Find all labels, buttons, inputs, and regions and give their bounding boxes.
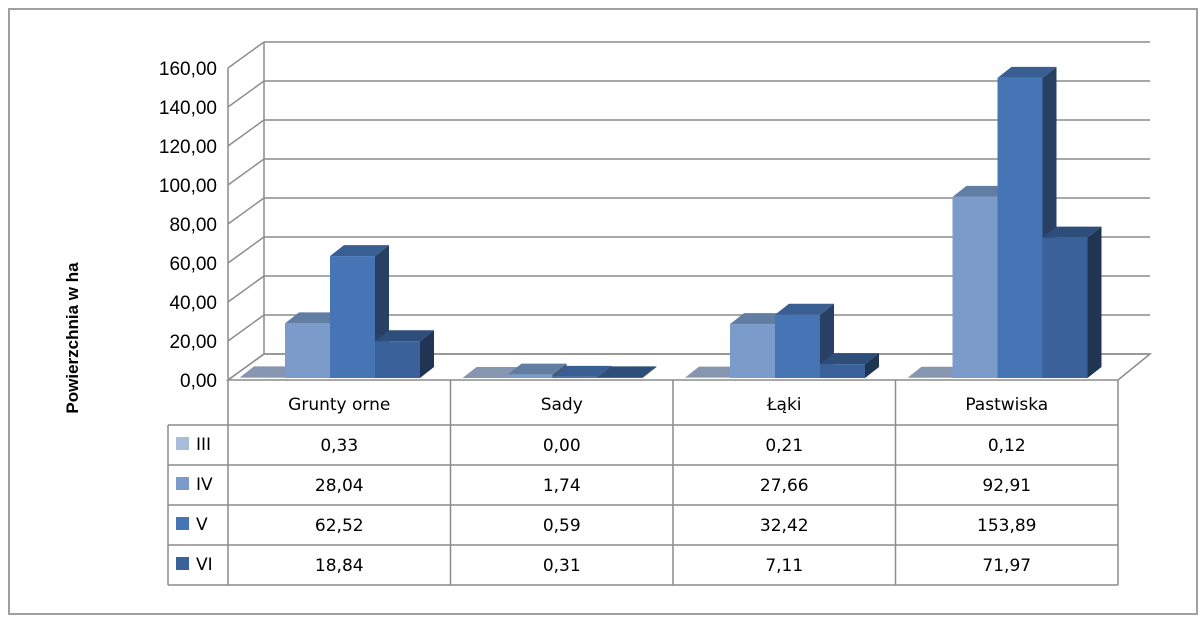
data-table: Grunty orne Sady Łąki Pastwiska III 0,33 0,00 0… — [167, 380, 1119, 586]
gridline-side — [227, 275, 265, 303]
y-tick-label: 80,00 — [169, 215, 217, 236]
gridline-side — [227, 80, 265, 108]
bar-front — [730, 324, 775, 378]
data-label: 0,59 — [543, 516, 581, 536]
gridline-side — [227, 314, 265, 342]
y-tick-label: 0,00 — [180, 371, 217, 392]
bar — [330, 245, 389, 378]
legend-swatch — [176, 437, 189, 450]
y-tick-label: 140,00 — [159, 98, 217, 119]
data-label: 7,11 — [765, 556, 803, 576]
bar — [375, 330, 434, 378]
bar-front — [240, 377, 285, 378]
legend-label: IV — [196, 475, 213, 495]
bar-side — [642, 366, 657, 378]
category-label: Pastwiska — [965, 395, 1048, 415]
legend-swatch — [176, 477, 189, 490]
bar-side — [865, 353, 879, 378]
bar-front — [285, 323, 330, 378]
gridline-side — [227, 158, 265, 186]
bar-front — [952, 196, 998, 378]
axis-layer: 0,00 20,00 40,00 60,00 80,00 100,00 120,00 140,… — [159, 59, 217, 392]
data-label: 18,84 — [315, 556, 364, 576]
data-label: 71,97 — [982, 556, 1031, 576]
bar-top — [552, 365, 612, 377]
data-label: 92,91 — [982, 476, 1031, 496]
bar-top — [907, 366, 967, 378]
gridline-side — [227, 41, 265, 69]
bar-front — [997, 77, 1043, 379]
bar-top — [685, 366, 744, 378]
bar-front — [375, 341, 420, 378]
gridline-side — [227, 197, 265, 225]
bar-front — [775, 314, 820, 378]
bar-top — [462, 367, 522, 378]
bar-top — [775, 303, 834, 315]
floor — [225, 353, 1153, 381]
gridline-side — [227, 236, 265, 264]
legend-swatch — [176, 517, 189, 530]
bar-side — [420, 330, 434, 378]
bar — [1042, 226, 1102, 378]
legend-swatch — [176, 557, 189, 570]
bars-layer — [240, 66, 1102, 379]
y-axis-label: Powierzchnia w ha — [63, 262, 82, 414]
data-label: 0,31 — [543, 556, 581, 576]
bar-top — [285, 312, 344, 324]
data-label: 0,21 — [765, 436, 803, 456]
bar-front — [507, 374, 553, 378]
bar-top — [597, 366, 657, 378]
y-tick-label: 100,00 — [159, 176, 217, 197]
bar-top — [997, 66, 1057, 78]
data-label: 0,12 — [988, 436, 1026, 456]
gridline-side — [227, 119, 265, 147]
data-label: 0,00 — [543, 436, 581, 456]
data-label: 1,74 — [543, 476, 581, 496]
legend-label: III — [196, 435, 211, 455]
bar-top — [952, 185, 1012, 197]
data-label: 62,52 — [315, 516, 364, 536]
y-tick-label: 160,00 — [159, 59, 217, 80]
category-label: Sady — [541, 395, 583, 415]
data-label: 32,42 — [760, 516, 809, 536]
bar-top — [820, 353, 879, 365]
bar-front — [820, 364, 865, 378]
data-label: 28,04 — [315, 476, 364, 496]
data-label: 0,33 — [320, 436, 358, 456]
bar-top — [730, 313, 789, 325]
y-tick-label: 60,00 — [169, 254, 217, 275]
y-tick-label: 20,00 — [169, 332, 217, 353]
y-tick-label: 40,00 — [169, 293, 217, 314]
bar — [462, 367, 522, 378]
bar-top — [507, 363, 567, 375]
legend-label: V — [196, 515, 208, 535]
bar — [597, 366, 657, 378]
bar — [820, 353, 879, 378]
bar-front — [552, 376, 598, 378]
bar-top — [375, 330, 434, 342]
category-label: Łąki — [766, 395, 802, 415]
bar-front — [597, 377, 643, 378]
data-label: 27,66 — [760, 476, 809, 496]
bar-front — [330, 256, 375, 378]
bar-top — [330, 245, 389, 257]
bar-top — [240, 366, 299, 378]
bar-top — [1042, 226, 1102, 238]
bar-front — [1042, 237, 1088, 378]
legend-label: VI — [196, 555, 213, 575]
category-label: Grunty orne — [288, 395, 390, 415]
y-tick-label: 120,00 — [159, 137, 217, 158]
bar-side — [1087, 226, 1102, 378]
data-label: 153,89 — [977, 516, 1036, 536]
